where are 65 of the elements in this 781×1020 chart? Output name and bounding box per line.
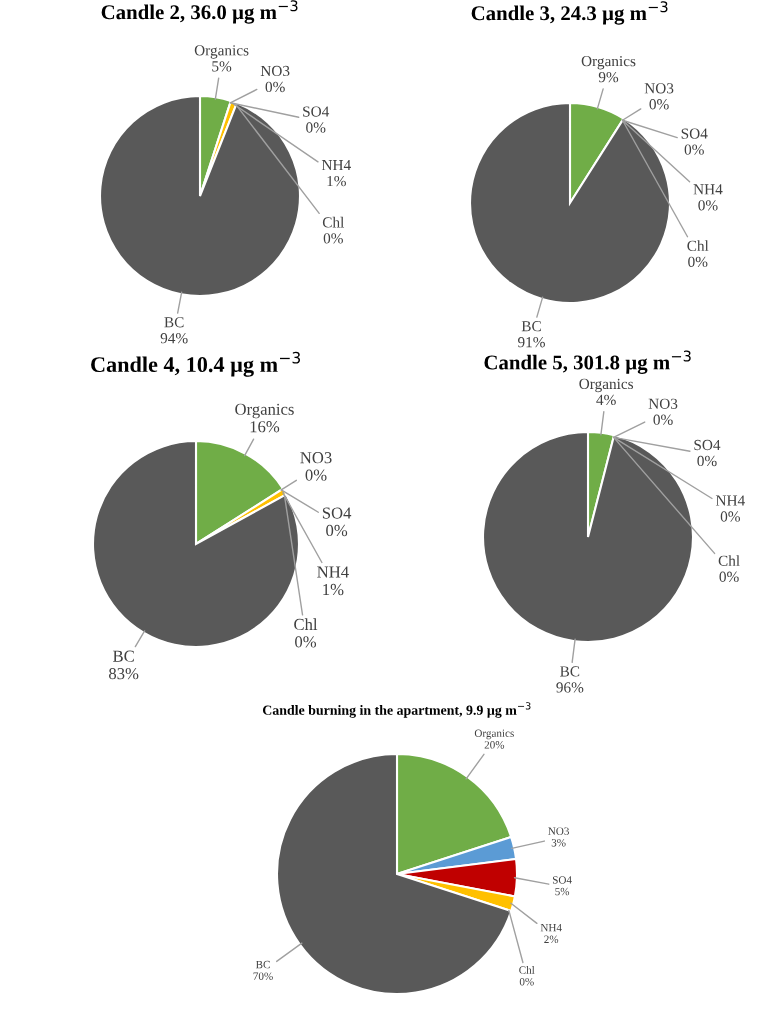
- legend-label: SO4: [303, 106, 330, 117]
- data-label: 83%: [109, 667, 139, 680]
- chart-title: Candle 2, 36.0 µg m$^{−3}$: [101, 0, 298, 24]
- slice-label: BC: [560, 666, 580, 677]
- data-label: 16%: [250, 421, 280, 433]
- text: 0%: [684, 144, 704, 155]
- text: 0%: [649, 99, 669, 110]
- data-label: 1%: [323, 583, 344, 596]
- data-label: 2%: [544, 935, 559, 944]
- category-label: NH4: [715, 495, 745, 506]
- category-label: Chl: [718, 555, 740, 566]
- category-label: NO3: [648, 398, 678, 409]
- data-label: 5%: [212, 61, 232, 72]
- category-label: NH4: [693, 184, 723, 195]
- slice-label: NO3: [548, 827, 569, 835]
- chart-title: Candle 3, 24.3 µg m$^{−3}$: [471, 1, 668, 25]
- slice-label: SO4: [552, 876, 572, 884]
- chart-title: Candle 4, 10.4 µg m$^{−3}$: [91, 351, 301, 377]
- slice-label: BC: [113, 650, 134, 662]
- data-label: 94%: [160, 333, 188, 344]
- text: 0%: [653, 414, 673, 425]
- text: 0%: [519, 977, 534, 986]
- data-label: 91%: [517, 337, 545, 348]
- text: 0%: [306, 122, 326, 133]
- data-label: 3%: [551, 838, 566, 847]
- chart-title: Candle burning in the apartment, 9.9 µg m$^{−3}$: [262, 702, 531, 718]
- category-label: Chl: [519, 966, 535, 974]
- chart-title: Candle 5, 301.8 µg m$^{−3}$: [484, 350, 691, 374]
- data-label: 4%: [596, 394, 616, 406]
- data-label: 9%: [598, 71, 619, 83]
- slice-label: Organics: [194, 45, 249, 59]
- category-label: NO3: [260, 65, 290, 77]
- text: 0%: [265, 81, 285, 93]
- category-label: SO4: [322, 507, 352, 519]
- text: 0%: [698, 200, 718, 211]
- slice-label: Organics: [579, 378, 634, 393]
- text: 0%: [305, 469, 327, 481]
- category-label: Chl: [294, 618, 318, 631]
- slice-label: BC: [164, 317, 184, 328]
- category-label: Chl: [322, 216, 345, 228]
- slice-label: BC: [521, 321, 541, 332]
- data-label: 1%: [327, 175, 346, 187]
- slice-label: NH4: [540, 923, 562, 932]
- slice-label: Organics: [581, 56, 636, 70]
- slice-label: Organics: [474, 729, 514, 740]
- slice-label: Organics: [235, 403, 294, 419]
- text: 0%: [323, 233, 343, 244]
- text: 0%: [688, 256, 708, 267]
- text: 0%: [295, 636, 317, 648]
- category-label: Chl: [687, 240, 709, 251]
- slice-label: NH4: [317, 566, 349, 578]
- text: 0%: [697, 455, 717, 467]
- data-label: 5%: [555, 887, 570, 896]
- category-label: NO3: [300, 452, 332, 464]
- text: 0%: [326, 524, 348, 537]
- category-label: NO3: [644, 83, 674, 94]
- legend-label: SO4: [694, 439, 721, 451]
- data-label: 96%: [556, 682, 584, 693]
- text: 0%: [720, 511, 740, 522]
- slice-label: BC: [255, 960, 270, 969]
- slice-label: NH4: [321, 160, 351, 171]
- legend-label: SO4: [681, 128, 708, 139]
- data-label: 20%: [484, 741, 505, 749]
- data-label: 70%: [253, 972, 273, 980]
- text: 0%: [719, 571, 739, 582]
